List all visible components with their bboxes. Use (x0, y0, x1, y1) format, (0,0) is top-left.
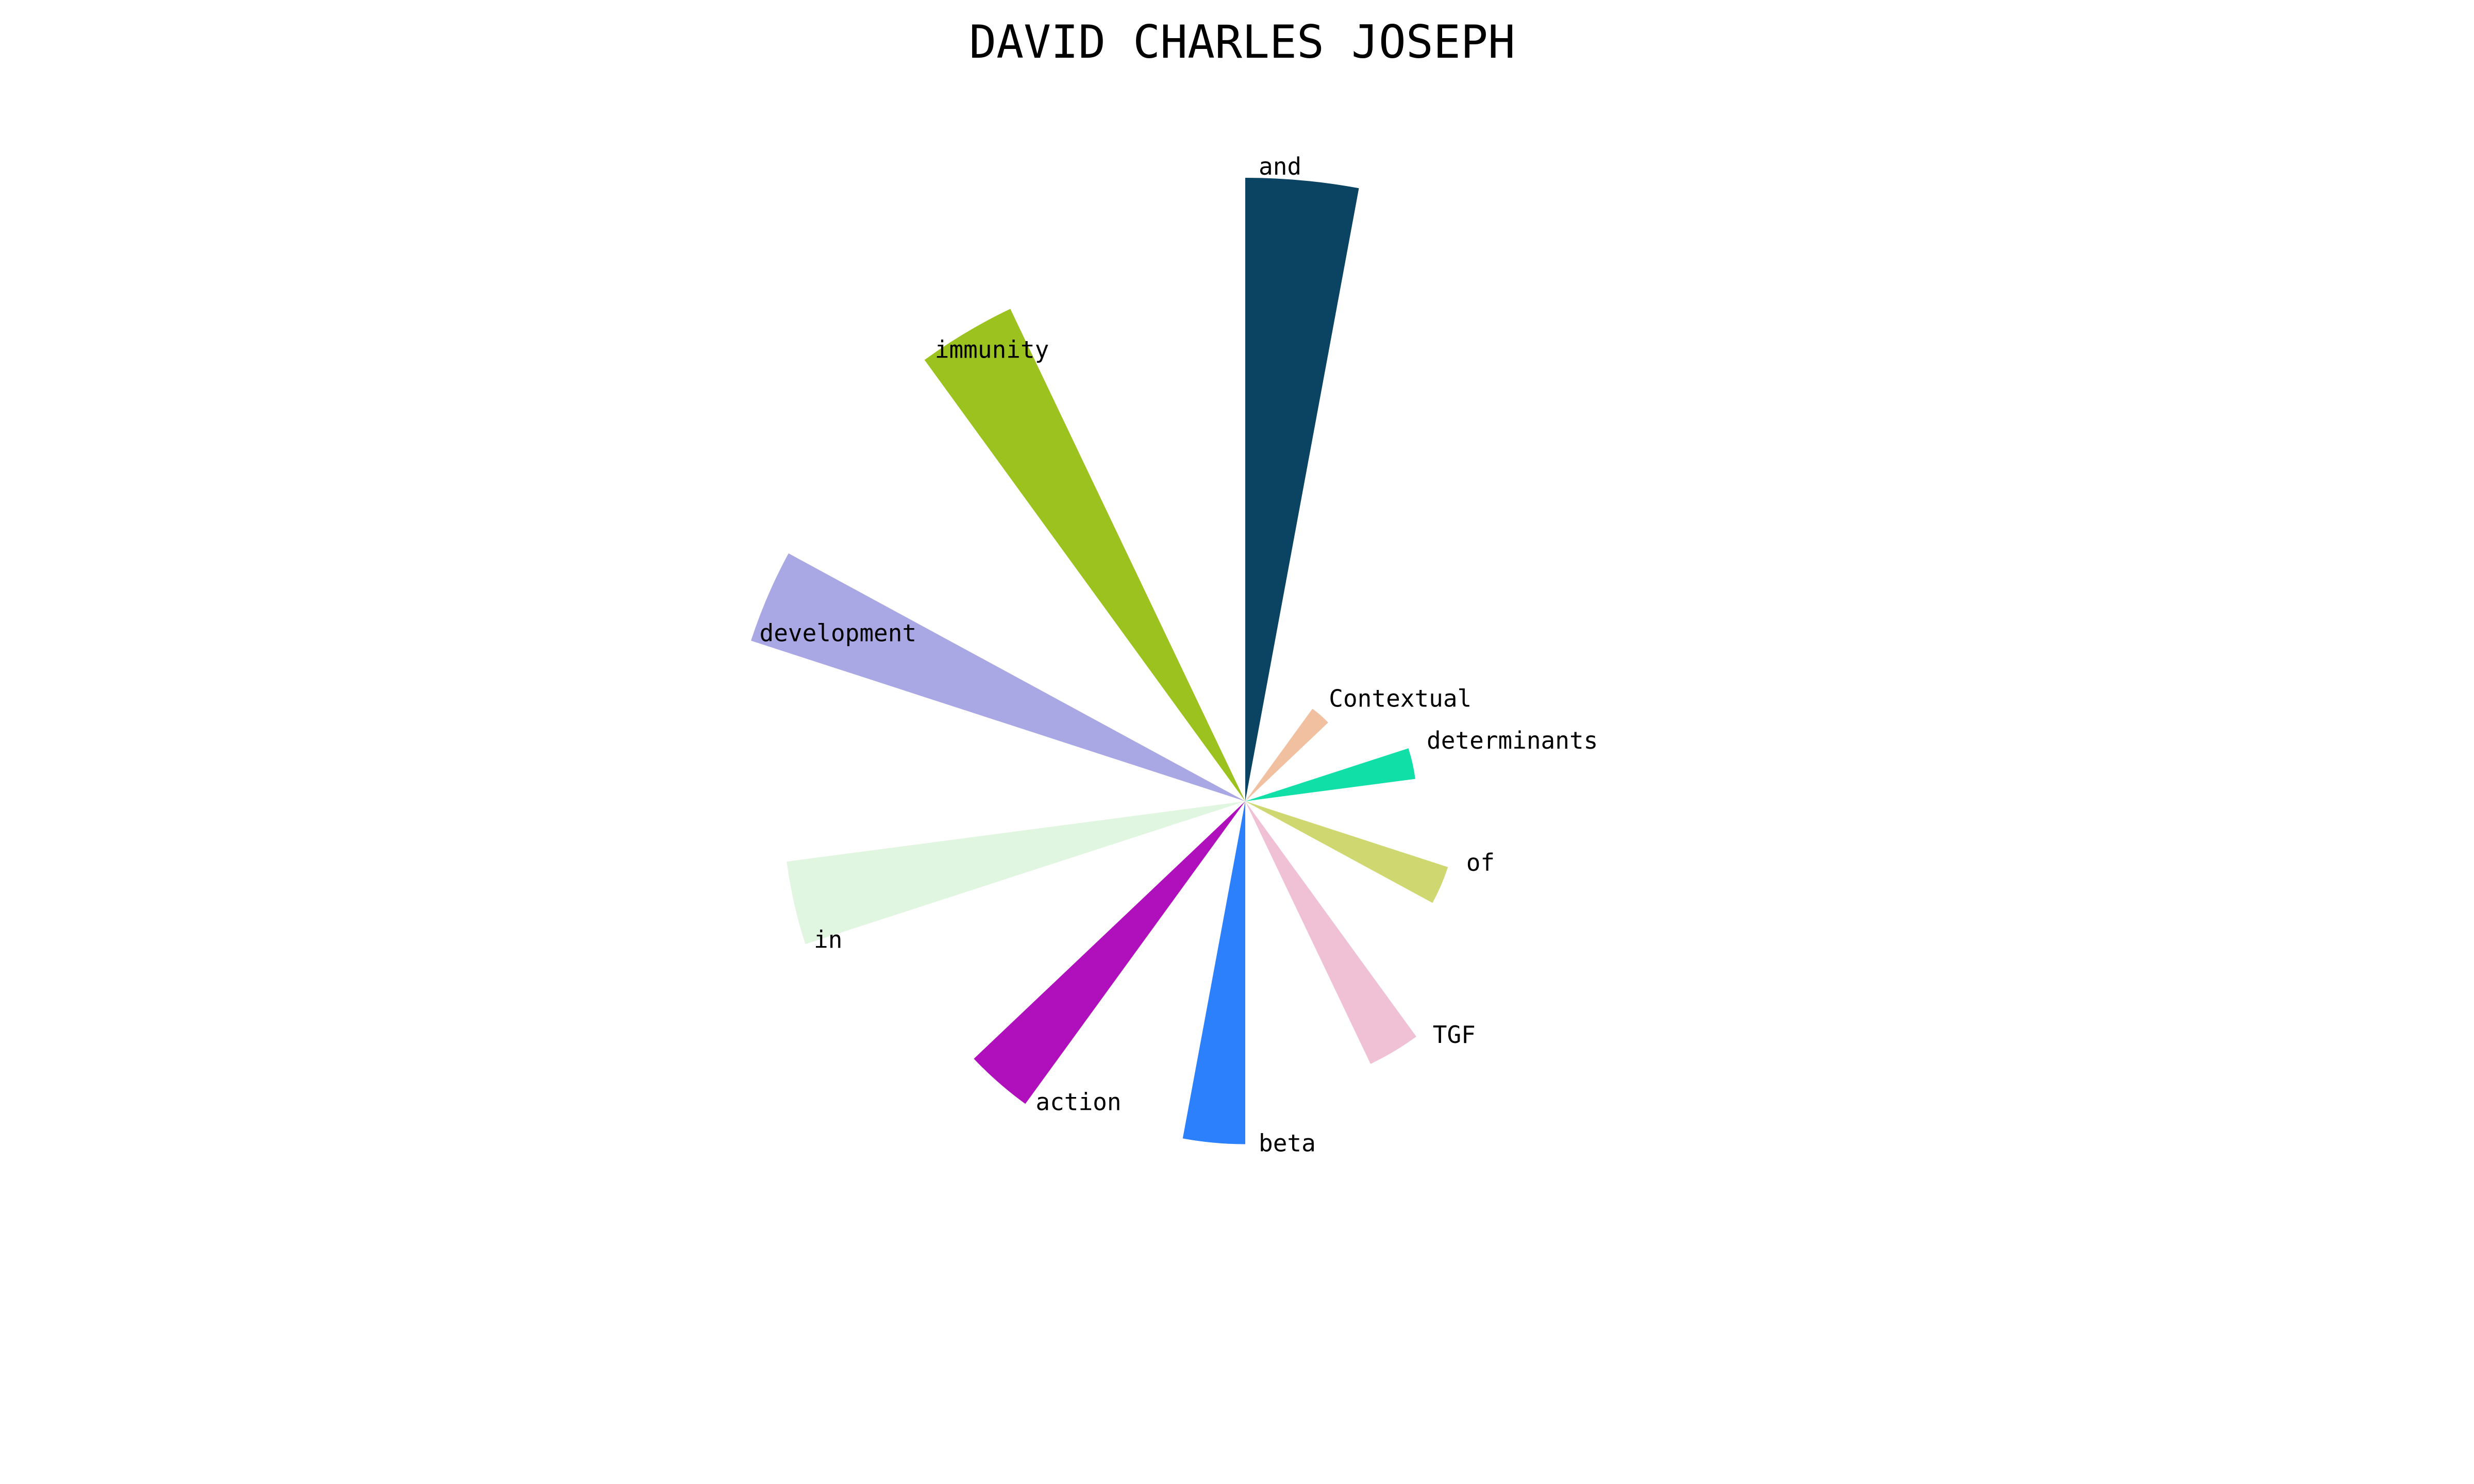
label-development: development (760, 619, 917, 647)
chart-title: DAVID CHARLES JOSEPH (969, 15, 1515, 69)
label-action: action (1035, 1088, 1121, 1116)
wedge-of (1245, 801, 1448, 903)
label-determinants: determinants (1427, 727, 1598, 754)
wedge-and (1245, 178, 1359, 801)
label-immunity: immunity (935, 335, 1049, 363)
wedge-contextual (1245, 709, 1328, 801)
wedge-tgf (1245, 801, 1416, 1064)
wedge-immunity (924, 309, 1245, 801)
label-layer: and Contextual determinants of TGF beta action… (760, 153, 1598, 1157)
label-tgf: TGF (1433, 1021, 1476, 1049)
label-beta: beta (1259, 1129, 1316, 1157)
wedge-in (787, 801, 1245, 945)
label-of: of (1466, 849, 1495, 876)
wedge-action (974, 801, 1245, 1104)
label-and: and (1259, 153, 1301, 180)
wedge-determinants (1245, 748, 1415, 801)
wedge-layer (751, 178, 1448, 1144)
label-contextual: Contextual (1329, 684, 1472, 712)
wedge-beta (1182, 801, 1245, 1144)
label-in: in (814, 925, 842, 953)
wedge-development (751, 553, 1245, 801)
